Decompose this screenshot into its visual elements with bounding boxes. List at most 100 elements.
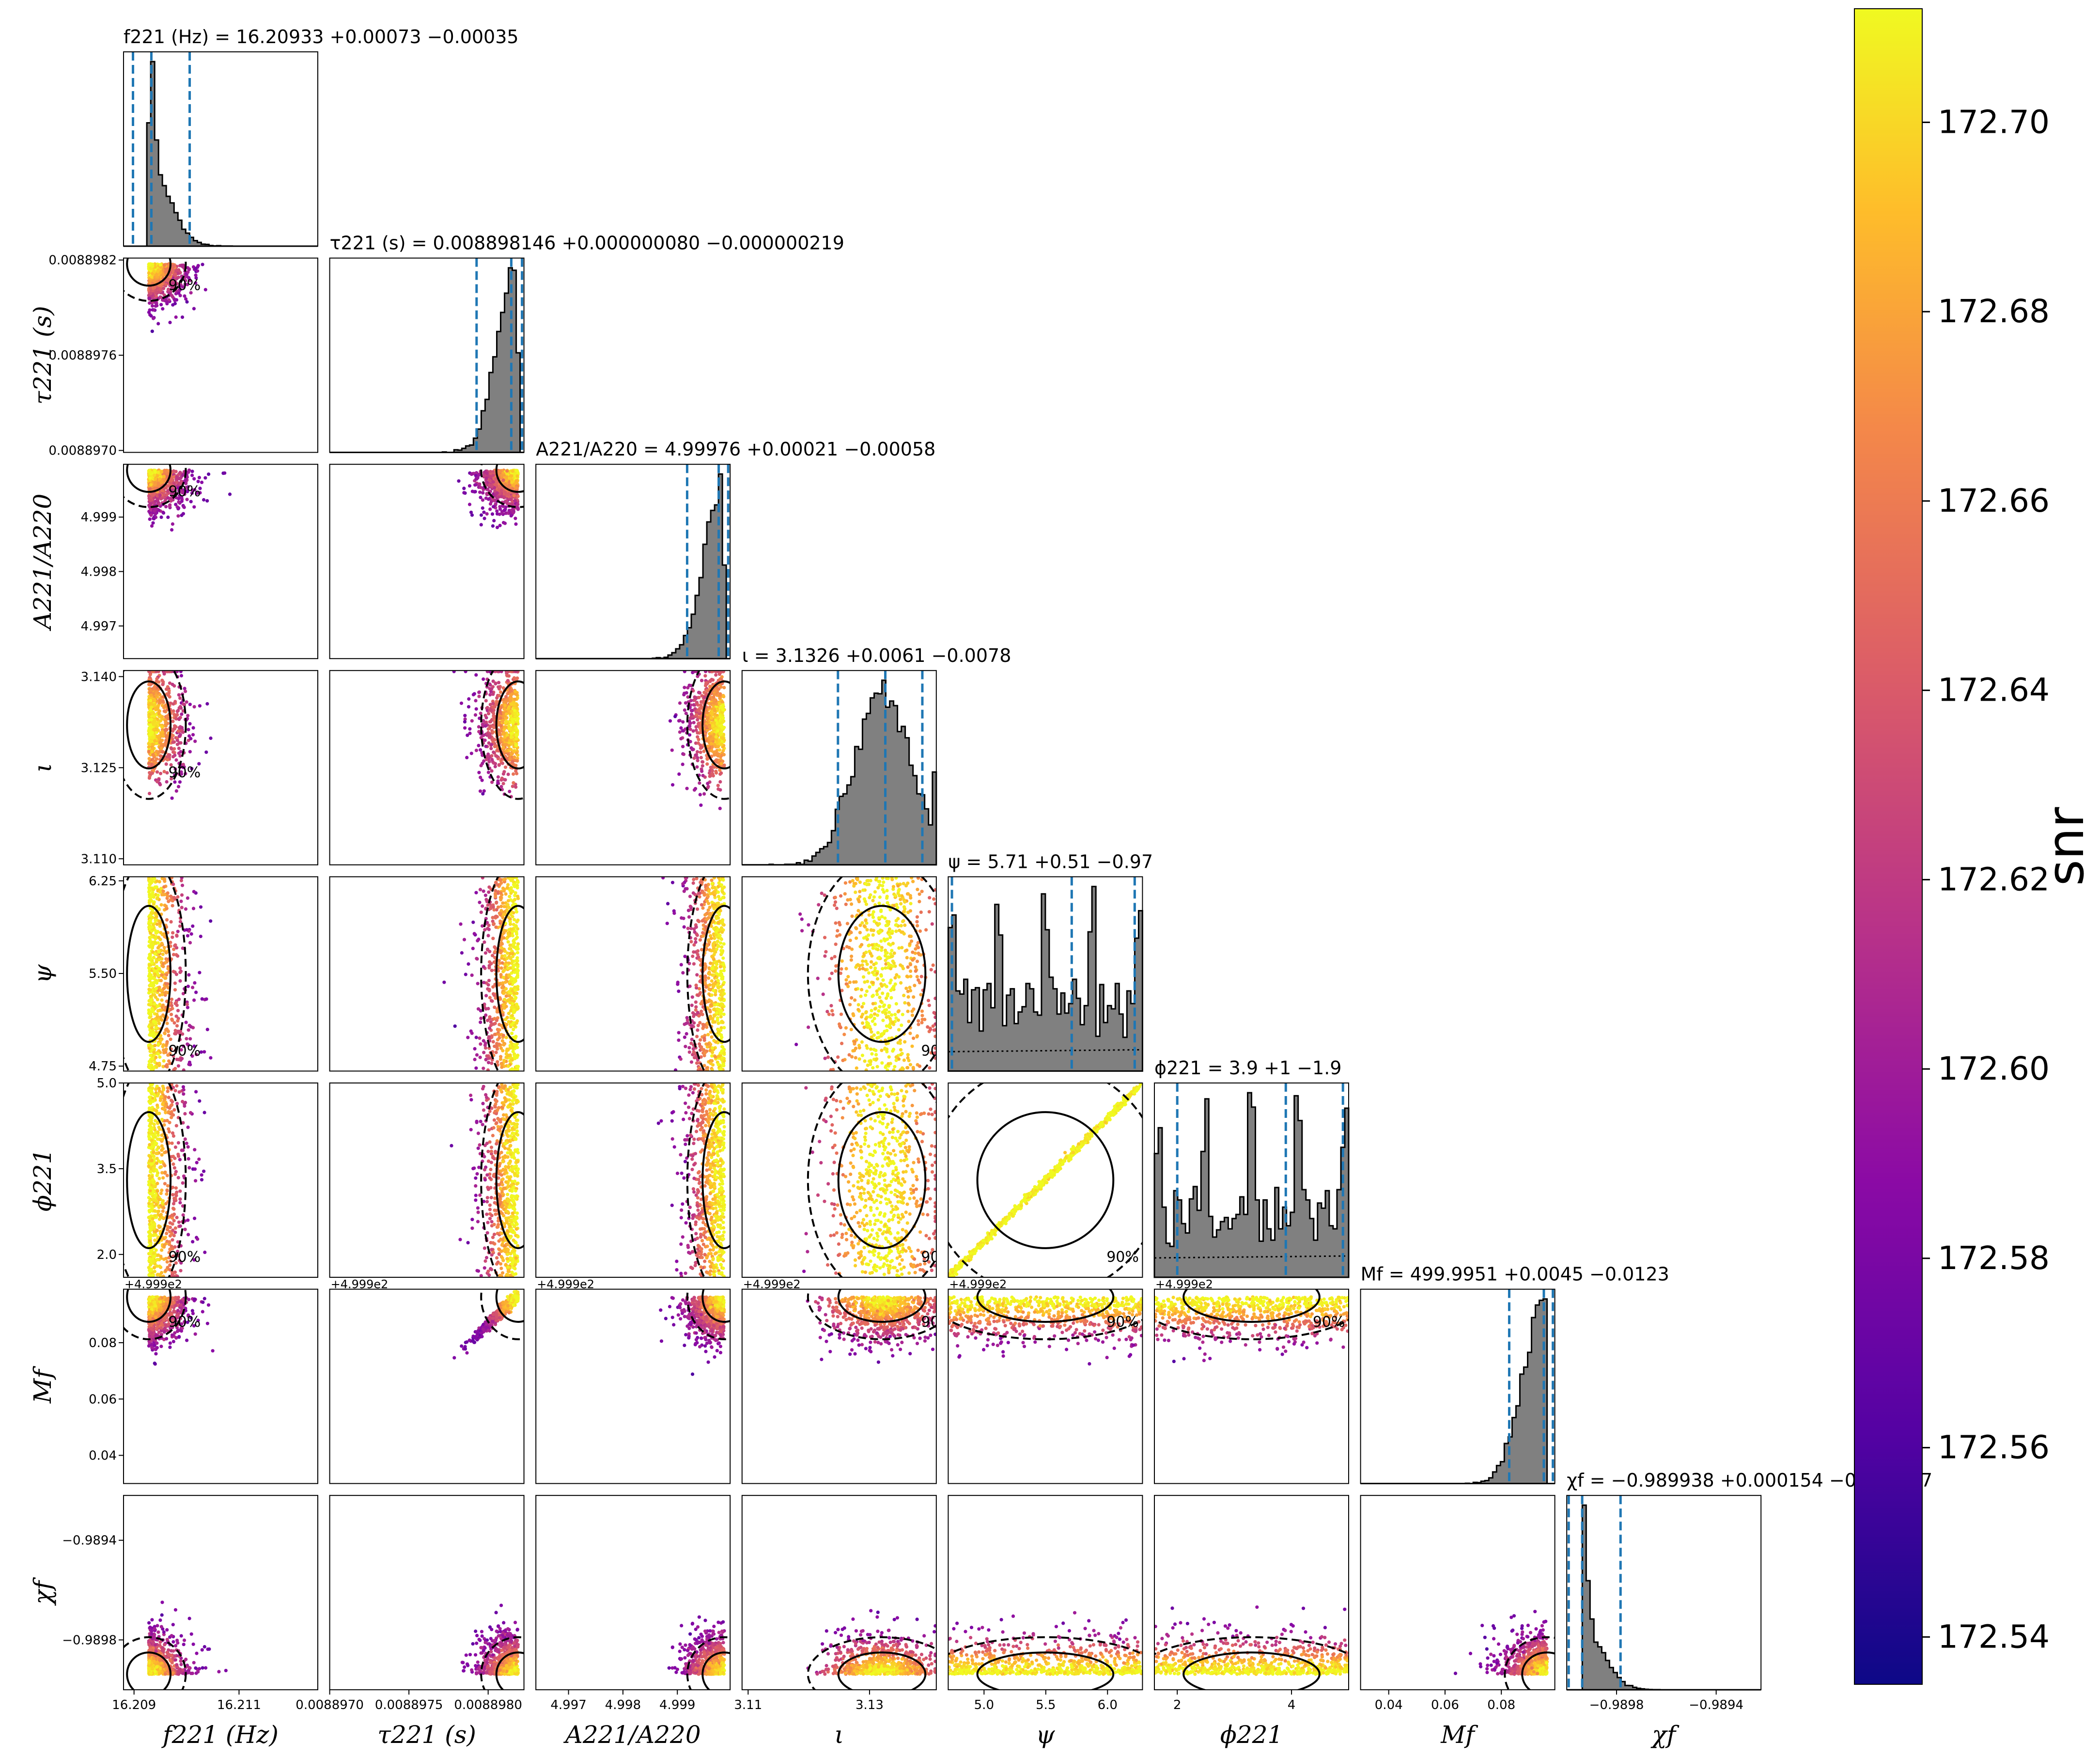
scatter-point: [191, 907, 196, 910]
scatter-point: [149, 957, 153, 960]
scatter-point: [472, 692, 476, 696]
scatter-point: [693, 707, 697, 711]
scatter-point: [173, 767, 177, 771]
scatter-point: [198, 491, 202, 495]
scatter-point: [182, 1044, 186, 1048]
scatter-point: [158, 693, 162, 697]
scatter-point: [190, 491, 194, 495]
scatter-point: [153, 952, 157, 956]
scatter-point: [502, 711, 506, 715]
scatter-point: [706, 784, 710, 788]
scatter-point: [191, 726, 195, 730]
scatter-point: [161, 1043, 165, 1047]
scatter-point: [191, 986, 195, 989]
scatter-point: [175, 713, 179, 717]
scatter-point: [513, 709, 516, 713]
scatter-point: [149, 507, 153, 511]
scatter-point: [154, 706, 157, 710]
scatter-point: [479, 748, 482, 752]
scatter-point: [463, 717, 467, 721]
scatter-point: [148, 988, 152, 992]
scatter-point: [513, 755, 516, 759]
scatter-point: [175, 282, 179, 286]
scatter-point: [155, 750, 158, 753]
scatter-point: [177, 500, 181, 504]
scatter-point: [476, 476, 480, 480]
tick-label: 4.75: [89, 1059, 117, 1074]
scatter-point: [187, 1028, 190, 1032]
scatter-point: [185, 475, 189, 479]
scatter-point: [510, 692, 514, 696]
scatter-point: [149, 1053, 153, 1057]
scatter-point: [694, 787, 698, 791]
scatter-point: [481, 722, 484, 726]
scatter-point: [489, 719, 494, 722]
scatter-point: [186, 934, 190, 938]
scatter-point: [715, 753, 718, 757]
panel-A-vs-tau221: 90%: [329, 464, 525, 659]
scatter-point: [496, 670, 500, 674]
tick-label: 5.50: [89, 967, 117, 981]
scatter-point: [160, 941, 164, 945]
scatter-point: [477, 690, 482, 694]
scatter-point: [508, 789, 512, 793]
contour-label: 90%: [744, 764, 777, 781]
scatter-point: [171, 931, 175, 935]
scatter-point: [147, 745, 151, 749]
scatter-point: [501, 478, 505, 482]
scatter-point: [687, 683, 691, 687]
scatter-point: [148, 517, 152, 521]
scatter-point: [503, 765, 508, 769]
scatter-point: [165, 1063, 169, 1067]
scatter-point: [688, 733, 692, 737]
scatter-point: [504, 721, 508, 725]
scatter-point: [513, 690, 517, 693]
scatter-point: [709, 711, 714, 715]
scatter-point: [150, 915, 155, 919]
scatter-point: [159, 903, 163, 907]
scatter-point: [151, 493, 155, 497]
scatter-point: [514, 737, 518, 741]
scatter-point: [162, 885, 166, 889]
tick-label: 0.0088982: [48, 253, 117, 268]
scatter-point: [470, 513, 474, 517]
scatter-point: [504, 738, 508, 742]
scatter-point: [204, 997, 208, 1001]
tick-label: 0.0088970: [48, 444, 117, 458]
scatter-point: [684, 701, 688, 705]
scatter-point: [154, 512, 157, 516]
scatter-point: [165, 484, 169, 487]
contour-label: 90%: [169, 764, 201, 781]
scatter-point: [482, 719, 485, 722]
scatter-point: [188, 1037, 192, 1041]
scatter-point: [512, 750, 516, 753]
scatter-point: [513, 712, 517, 716]
scatter-point: [195, 491, 199, 495]
scatter-point: [168, 681, 172, 685]
scatter-point: [482, 677, 485, 681]
scatter-point: [716, 784, 720, 787]
scatter-point: [199, 905, 203, 909]
scatter-point: [147, 494, 151, 498]
scatter-point: [695, 750, 700, 754]
scatter-point: [184, 772, 187, 776]
scatter-point: [178, 754, 182, 758]
scatter-point: [688, 727, 692, 731]
scatter-point: [496, 781, 500, 785]
scatter-point: [474, 749, 479, 753]
scatter-point: [516, 494, 520, 498]
scatter-point: [181, 730, 185, 734]
scatter-point: [157, 709, 161, 713]
scatter-point: [166, 894, 170, 898]
scatter-point: [169, 499, 173, 503]
scatter-point: [197, 476, 201, 480]
scatter-point: [200, 480, 204, 485]
scatter-point: [162, 946, 166, 950]
scatter-point: [179, 878, 183, 882]
scatter-point: [699, 755, 703, 760]
scatter-point: [678, 701, 682, 705]
scatter-point: [505, 734, 509, 737]
scatter-point: [185, 498, 189, 502]
title-iota: ι = 3.1326 +0.0061 −0.0078: [742, 645, 1011, 666]
scatter-point: [148, 502, 152, 506]
